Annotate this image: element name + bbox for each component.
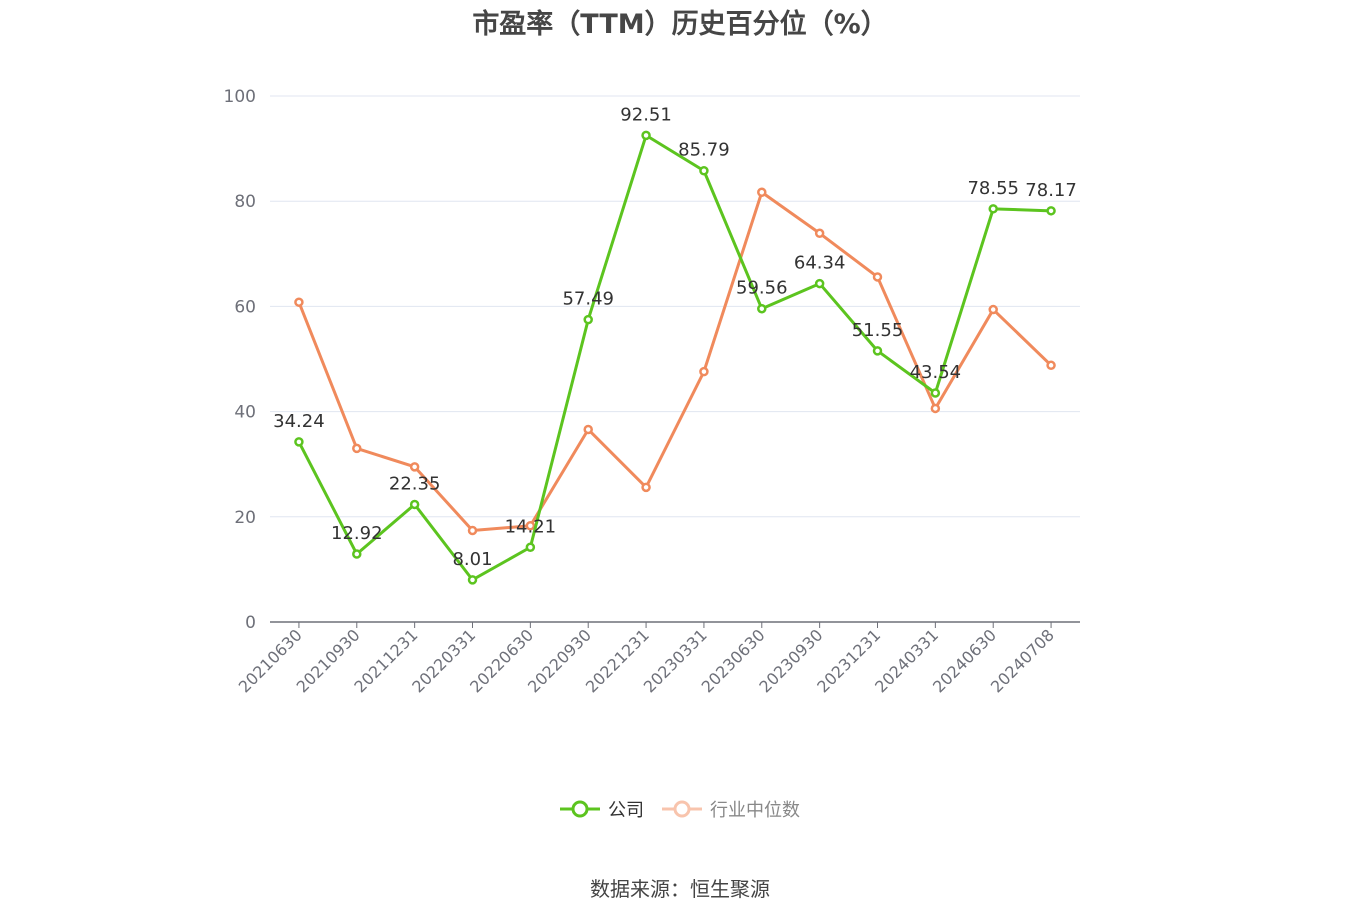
data-source: 数据来源：恒生聚源 (590, 877, 770, 901)
grid-lines (270, 95, 1080, 518)
legend-marker-industry-icon (662, 800, 702, 818)
data-point-company[interactable] (930, 388, 941, 398)
legend-item-industry[interactable]: 行业中位数 (662, 796, 800, 822)
data-point-industry[interactable] (583, 424, 593, 435)
data-label-company: 22.35 (389, 473, 441, 494)
data-point-industry[interactable] (930, 403, 941, 414)
chart-title: 市盈率（TTM）历史百分位（%） (472, 9, 888, 40)
data-point-company[interactable] (467, 575, 478, 585)
legend-marker-company-icon (560, 800, 600, 818)
data-point-company[interactable] (409, 499, 420, 510)
legend-label-industry: 行业中位数 (710, 800, 800, 821)
y-tick-label: 0 (245, 613, 256, 633)
data-label-company: 64.34 (794, 253, 846, 274)
data-point-industry[interactable] (294, 297, 304, 307)
legend-label-company: 公司 (608, 800, 644, 821)
data-label-company: 43.54 (910, 362, 962, 383)
y-tick-label: 60 (234, 297, 256, 317)
data-point-industry[interactable] (814, 228, 825, 239)
series-line-company (297, 133, 1052, 582)
y-tick-label: 100 (224, 87, 256, 107)
data-point-company[interactable] (641, 130, 651, 141)
data-point-industry[interactable] (699, 366, 709, 377)
data-point-industry[interactable] (409, 462, 420, 472)
data-point-industry[interactable] (641, 482, 651, 493)
data-label-company: 59.56 (736, 278, 788, 299)
x-tick-label: 20240708 (987, 625, 1058, 696)
data-point-industry[interactable] (872, 272, 883, 282)
data-point-company[interactable] (757, 303, 767, 314)
data-label-company: 14.21 (505, 516, 557, 537)
data-point-industry[interactable] (467, 525, 478, 536)
legend-item-company[interactable]: 公司 (560, 796, 644, 822)
data-label-company: 85.79 (678, 140, 730, 161)
data-label-company: 78.17 (1025, 180, 1077, 201)
data-point-company[interactable] (814, 278, 825, 289)
data-label-company: 57.49 (562, 289, 614, 310)
data-label-company: 12.92 (331, 523, 383, 544)
y-tick-label: 40 (234, 403, 256, 423)
data-point-company[interactable] (872, 346, 883, 356)
data-point-industry[interactable] (757, 187, 767, 198)
data-label-company: 92.51 (620, 104, 672, 125)
series (294, 130, 1056, 585)
data-point-company[interactable] (294, 437, 304, 447)
data-label-company: 8.01 (452, 549, 492, 570)
data-labels: 34.24 12.92 22.35 8.01 14.21 57.49 92.51 85.79 5… (273, 104, 1077, 569)
y-tick-label: 20 (234, 508, 256, 528)
data-point-company[interactable] (583, 314, 593, 325)
data-point-company[interactable] (1046, 206, 1056, 216)
data-point-industry[interactable] (1046, 360, 1056, 371)
data-point-company[interactable] (352, 549, 362, 559)
legend: 公司 行业中位数 (0, 796, 1360, 822)
data-point-industry[interactable] (525, 520, 536, 531)
data-label-company: 34.24 (273, 411, 325, 432)
data-point-company[interactable] (699, 165, 709, 176)
data-point-company[interactable] (988, 204, 998, 214)
data-label-company: 78.55 (967, 178, 1019, 199)
axes: 0204060801002021063020210930202112312022… (224, 87, 1080, 696)
data-label-company: 51.55 (852, 320, 904, 341)
data-point-industry[interactable] (988, 304, 998, 315)
y-tick-label: 80 (234, 192, 256, 212)
data-point-industry[interactable] (352, 443, 362, 454)
data-point-company[interactable] (525, 542, 536, 553)
